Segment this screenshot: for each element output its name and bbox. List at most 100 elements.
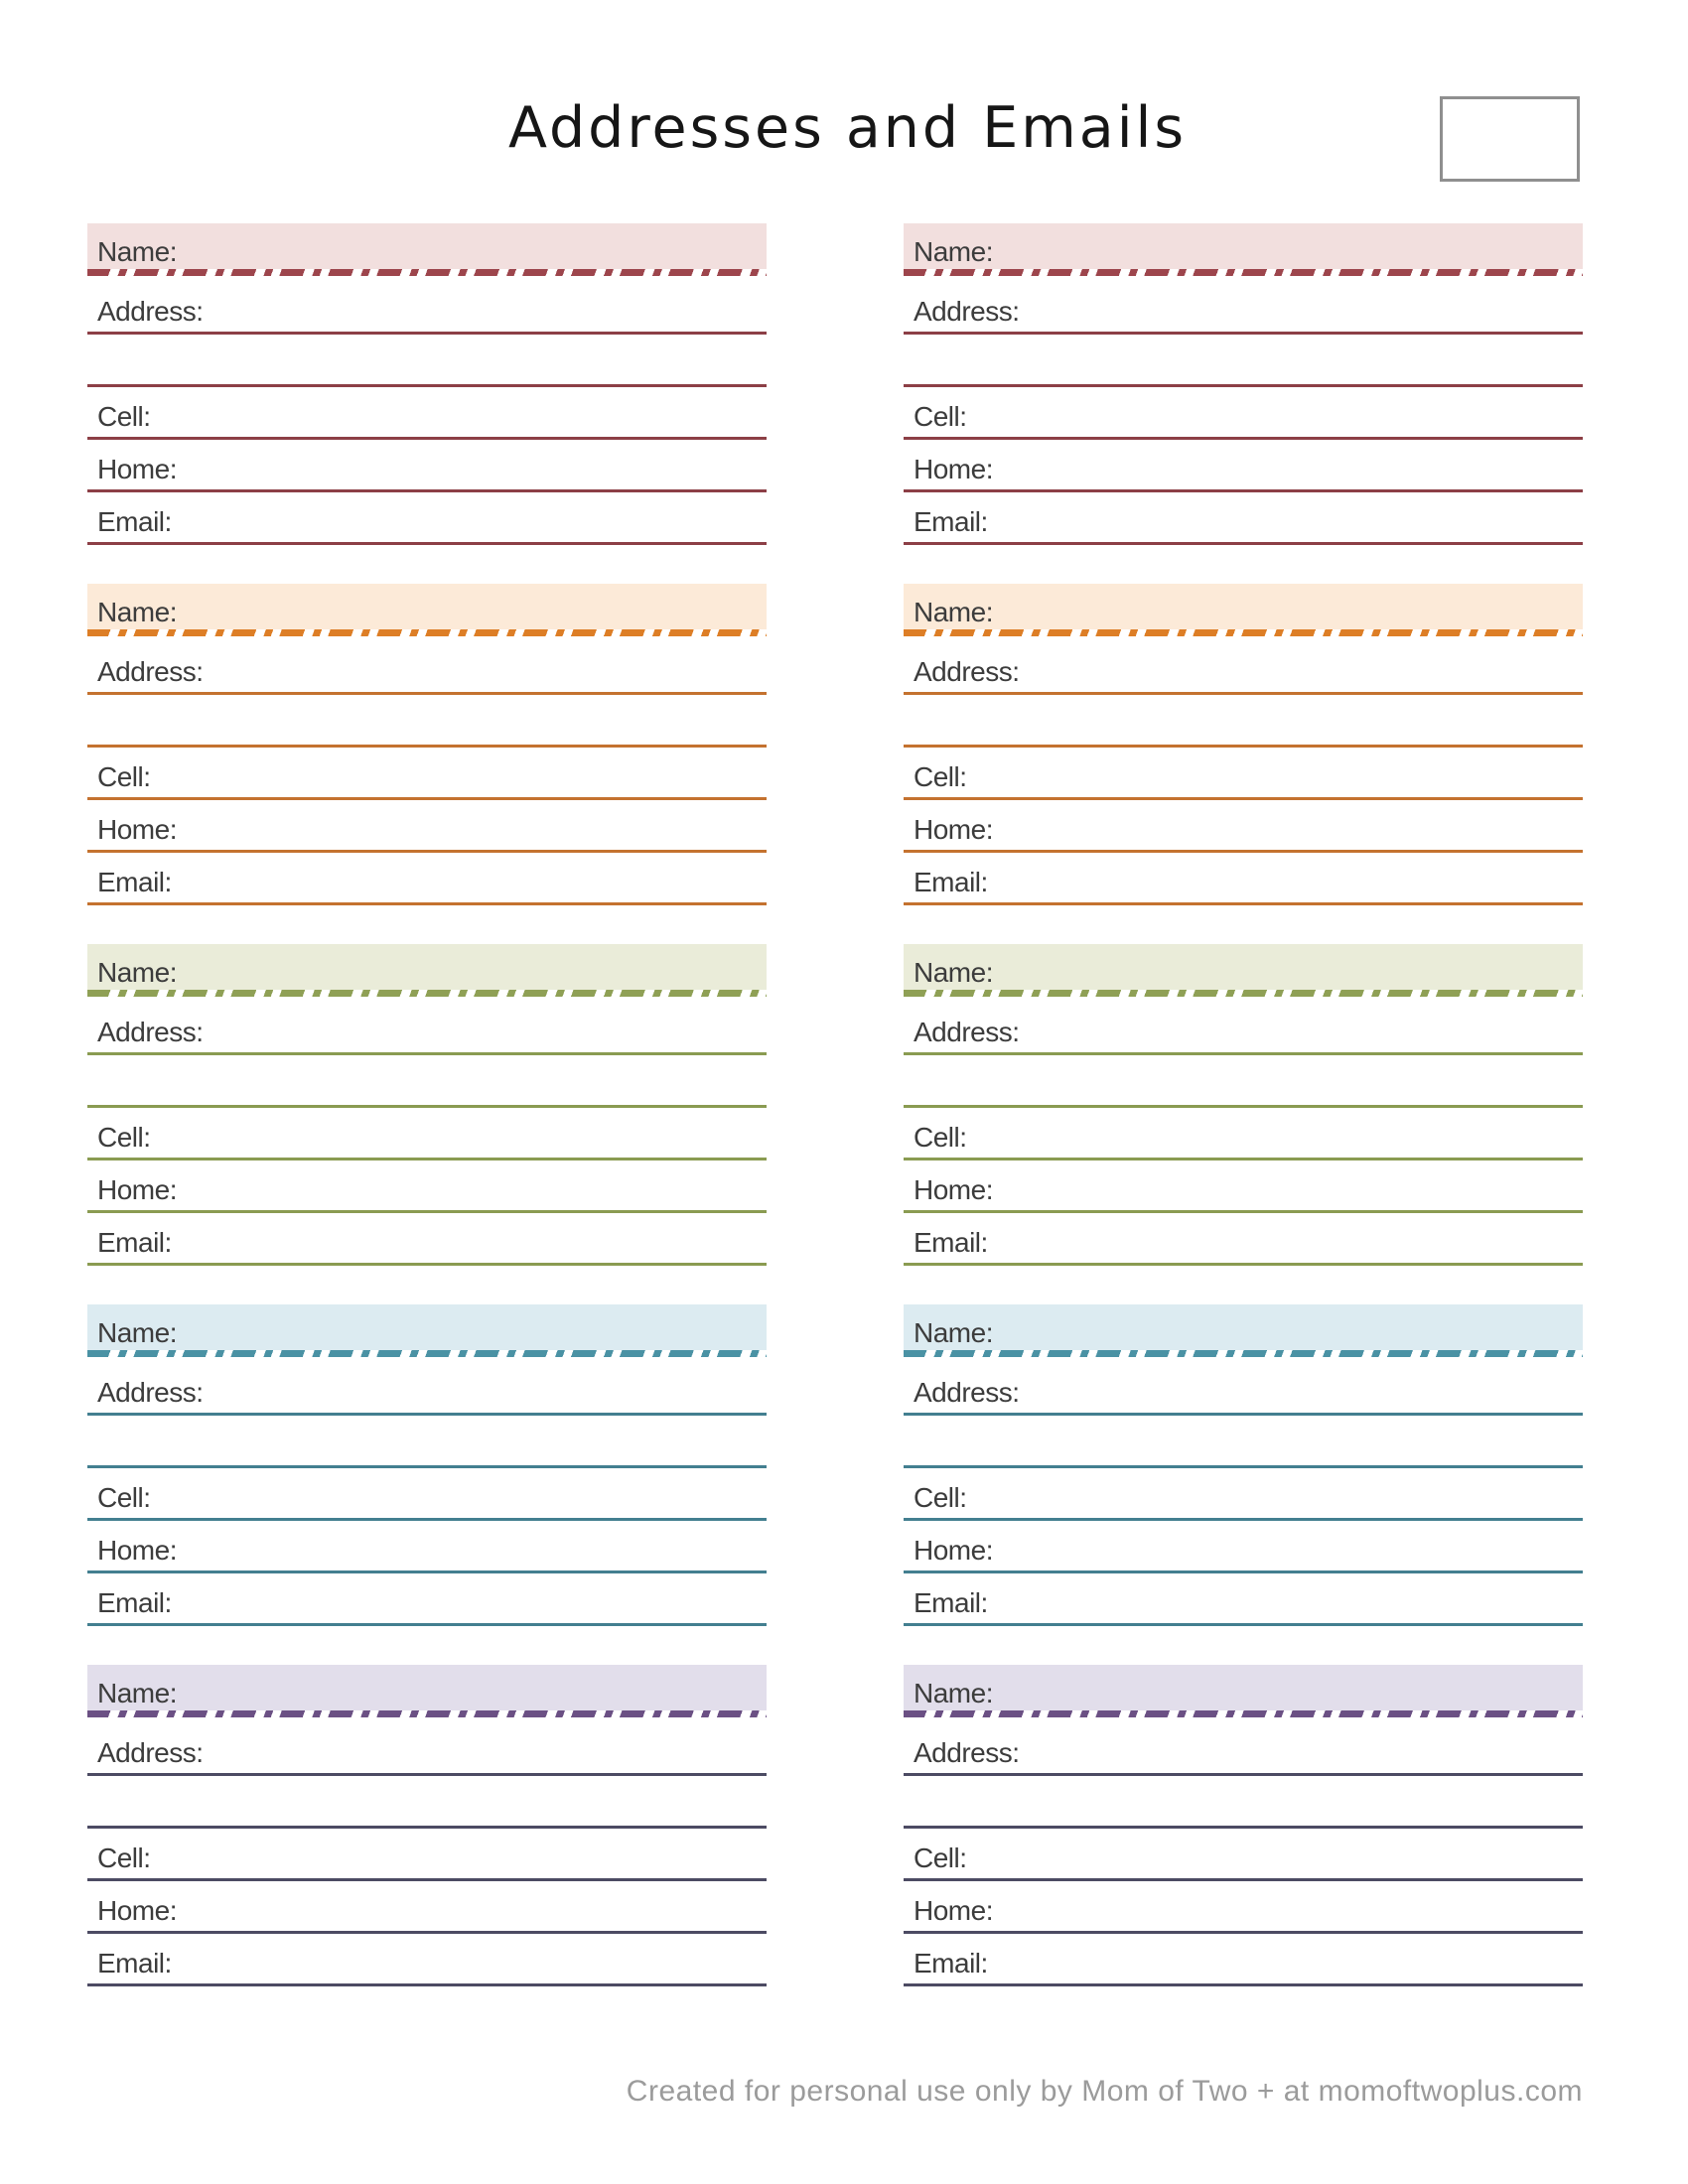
name-label: Name: [914, 1678, 993, 1708]
cell-label: Cell: [914, 1843, 967, 1873]
cell-label: Cell: [914, 761, 967, 792]
home-label: Home: [97, 454, 177, 484]
address-field: Address: [904, 997, 1583, 1055]
name-dashed-underline [904, 1710, 1583, 1717]
cell-label: Cell: [97, 1482, 151, 1513]
name-field: Name: [904, 1304, 1583, 1350]
email-label: Email: [914, 1587, 988, 1618]
email-field: Email: [904, 1213, 1583, 1266]
cell-field: Cell: [904, 1829, 1583, 1881]
address-label: Address: [97, 1737, 204, 1768]
address-label: Address: [97, 1377, 204, 1408]
email-field: Email: [87, 492, 767, 545]
address-field: Address: [87, 997, 767, 1055]
address-label: Address: [914, 656, 1020, 687]
email-label: Email: [914, 867, 988, 897]
email-field: Email: [87, 853, 767, 905]
address-label: Address: [97, 656, 204, 687]
cell-label: Cell: [97, 761, 151, 792]
name-label: Name: [914, 957, 993, 988]
address-field: Address: [87, 276, 767, 335]
name-dashed-underline [87, 1710, 767, 1717]
page-title: Addresses and Emails [508, 95, 1188, 161]
cell-field: Cell: [904, 748, 1583, 800]
home-label: Home: [914, 1895, 993, 1926]
footer-credit: Created for personal use only by Mom of … [626, 2075, 1583, 2108]
address-line-2 [904, 1055, 1583, 1108]
address-field: Address: [87, 636, 767, 695]
email-label: Email: [97, 506, 172, 537]
address-label: Address: [914, 1017, 1020, 1047]
name-label: Name: [97, 597, 177, 627]
name-dashed-underline [904, 269, 1583, 276]
home-label: Home: [914, 454, 993, 484]
address-field: Address: [87, 1357, 767, 1416]
email-label: Email: [97, 1587, 172, 1618]
home-field: Home: [904, 1521, 1583, 1573]
home-label: Home: [97, 814, 177, 845]
home-field: Home: [904, 800, 1583, 853]
name-dashed-underline [87, 629, 767, 636]
cell-field: Cell: [87, 1108, 767, 1160]
name-label: Name: [97, 1317, 177, 1348]
name-dashed-underline [87, 990, 767, 997]
address-field: Address: [87, 1717, 767, 1776]
contact-block: Name: Address: Cell: Home: Email: [87, 223, 767, 545]
email-label: Email: [914, 1948, 988, 1979]
email-label: Email: [97, 1948, 172, 1979]
address-label: Address: [97, 296, 204, 327]
contact-block: Name: Address: Cell: Home: Email: [904, 1304, 1583, 1626]
home-field: Home: [87, 800, 767, 853]
contact-blocks-grid: Name: Address: Cell: Home: Email: Name: … [87, 223, 1583, 1986]
name-field: Name: [904, 584, 1583, 629]
home-field: Home: [87, 1160, 767, 1213]
contact-block: Name: Address: Cell: Home: Email: [904, 1665, 1583, 1986]
cell-field: Cell: [87, 1829, 767, 1881]
address-label: Address: [914, 296, 1020, 327]
address-line-2 [87, 695, 767, 748]
contact-block: Name: Address: Cell: Home: Email: [904, 944, 1583, 1266]
name-label: Name: [97, 957, 177, 988]
home-field: Home: [87, 440, 767, 492]
name-field: Name: [87, 223, 767, 269]
home-field: Home: [87, 1521, 767, 1573]
contact-block: Name: Address: Cell: Home: Email: [87, 1304, 767, 1626]
name-label: Name: [914, 236, 993, 267]
name-dashed-underline [87, 269, 767, 276]
address-field: Address: [904, 276, 1583, 335]
address-line-2 [87, 1055, 767, 1108]
home-label: Home: [914, 1174, 993, 1205]
contact-block: Name: Address: Cell: Home: Email: [904, 223, 1583, 545]
address-field: Address: [904, 636, 1583, 695]
address-field: Address: [904, 1717, 1583, 1776]
email-field: Email: [87, 1934, 767, 1986]
home-field: Home: [904, 440, 1583, 492]
name-field: Name: [904, 1665, 1583, 1710]
address-line-2 [87, 1416, 767, 1468]
home-field: Home: [87, 1881, 767, 1934]
cell-field: Cell: [904, 1108, 1583, 1160]
name-field: Name: [87, 584, 767, 629]
name-field: Name: [87, 1304, 767, 1350]
address-label: Address: [914, 1377, 1020, 1408]
name-label: Name: [914, 597, 993, 627]
address-line-2 [904, 1416, 1583, 1468]
name-field: Name: [87, 944, 767, 990]
address-line-2 [904, 1776, 1583, 1829]
home-field: Home: [904, 1160, 1583, 1213]
name-field: Name: [904, 223, 1583, 269]
address-field: Address: [904, 1357, 1583, 1416]
name-label: Name: [97, 236, 177, 267]
cell-field: Cell: [904, 1468, 1583, 1521]
name-label: Name: [97, 1678, 177, 1708]
home-field: Home: [904, 1881, 1583, 1934]
address-line-2 [904, 335, 1583, 387]
name-dashed-underline [87, 1350, 767, 1357]
cell-field: Cell: [87, 748, 767, 800]
cell-label: Cell: [914, 401, 967, 432]
email-label: Email: [97, 867, 172, 897]
email-field: Email: [904, 1573, 1583, 1626]
email-field: Email: [904, 1934, 1583, 1986]
home-label: Home: [97, 1174, 177, 1205]
